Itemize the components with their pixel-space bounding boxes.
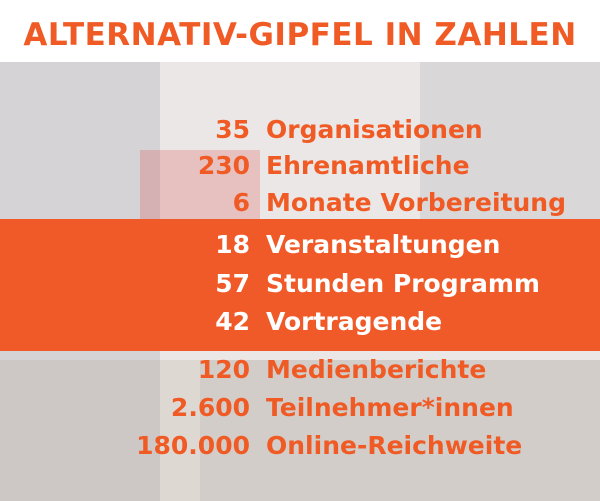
stat-number: 120 [197, 355, 250, 384]
stat-label: Vortragende [266, 307, 443, 336]
stat-label: Online-Reichweite [266, 431, 523, 460]
stat-label: Monate Vorbereitung [266, 188, 566, 217]
stat-row: 2.600 Teilnehmer*innen [0, 390, 600, 426]
stat-label: Teilnehmer*innen [266, 393, 514, 422]
stat-row: 230 Ehrenamtliche [0, 148, 600, 184]
title: ALTERNATIV-GIPFEL IN ZAHLEN [0, 0, 600, 62]
stat-number: 6 [232, 188, 250, 217]
stat-number: 57 [215, 269, 250, 298]
stat-number: 230 [197, 151, 250, 180]
background-photo [0, 360, 200, 501]
stat-row: 57 Stunden Programm [0, 266, 600, 302]
stat-row: 6 Monate Vorbereitung [0, 185, 600, 221]
stat-label: Ehrenamtliche [266, 151, 470, 180]
stat-row: 180.000 Online-Reichweite [0, 428, 600, 464]
stat-number: 18 [215, 230, 250, 259]
stat-label: Stunden Programm [266, 269, 540, 298]
stat-number: 2.600 [170, 393, 250, 422]
stat-label: Organisationen [266, 115, 483, 144]
background-photo [420, 62, 600, 222]
stat-row: 120 Medienberichte [0, 352, 600, 388]
highlight-band [0, 219, 600, 351]
stat-label: Veranstaltungen [266, 230, 501, 259]
background-photo [200, 360, 600, 501]
background-photo [140, 150, 260, 230]
stat-row: 42 Vortragende [0, 304, 600, 340]
stat-number: 42 [215, 307, 250, 336]
stat-number: 35 [215, 115, 250, 144]
stat-number: 180.000 [136, 431, 250, 460]
stat-label: Medienberichte [266, 355, 487, 384]
stat-row: 35 Organisationen [0, 112, 600, 148]
stat-row: 18 Veranstaltungen [0, 227, 600, 263]
